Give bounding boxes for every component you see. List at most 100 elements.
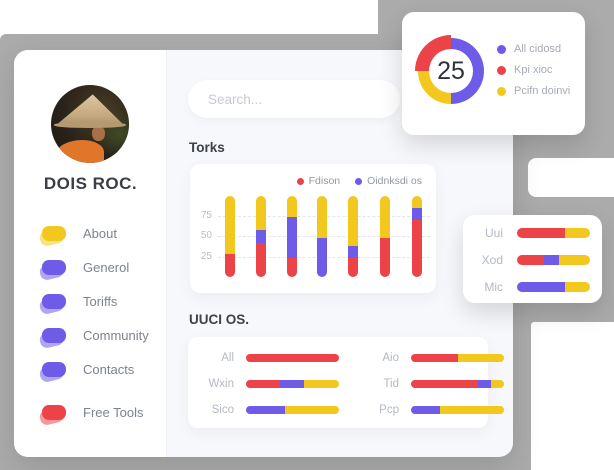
uuci-chart-card: All Wxin Sico Aio Tid Pcp [188,337,504,428]
bar-segment-red [517,227,566,238]
torks-section-title: Torks [189,140,225,155]
legend-dot [497,44,506,54]
bar-segment-yellow [287,196,297,218]
bar-row: Uui [477,223,590,242]
torks-legend: Fdison Oidnksdi os [296,175,422,187]
bar-segment-yellow [565,281,590,292]
bar-segment-red [517,254,544,265]
bar-segment-purple [287,217,297,258]
sidebar-item-label: Contacts [83,361,135,377]
legend-dot [355,177,363,185]
stacked-hbar [246,354,339,362]
bar-segment-purple [348,246,358,258]
bar-row: Pcp [363,404,504,416]
legend-dot [296,177,304,185]
bar-segment-red [411,354,458,362]
legend-label: Oidnksdi os [367,175,422,187]
bar-row: Sico [198,404,339,416]
bar-segment-yellow [558,254,590,265]
bar-segment-purple [517,281,566,292]
bar-segment-purple [544,254,559,265]
bar-segment-yellow [457,354,504,362]
sidebar-item-contacts[interactable]: Contacts [38,356,149,383]
bar-row: Tid [363,378,504,390]
bar-row-label: Tid [383,378,399,390]
stacked-bar [380,196,390,277]
stacked-hbar [517,227,590,238]
background-white-cutout-middle [528,158,614,197]
bar-segment-red [225,253,235,277]
uuci-bar-grid: All Wxin Sico Aio Tid Pcp [198,345,504,423]
sidebar-item-about[interactable]: About [38,220,149,247]
sidebar-item-label: Free Tools [83,404,144,420]
profile-name: DOIS ROC. [43,174,138,193]
bar-row: Xod [477,250,590,269]
background-white-cutout-bottom [531,322,614,470]
y-axis-tick: 50 [200,230,212,241]
stacked-hbar [411,354,504,362]
bar-segment-yellow [412,196,422,209]
legend-item: Fdison [296,175,341,187]
stacked-bar [317,196,327,277]
search-input[interactable] [188,80,400,118]
mini-bar-rows: Uui Xod Mic [477,223,590,296]
bar-segment-purple [477,380,491,388]
bar-segment-red [380,238,390,277]
bar-row-label: Pcp [379,404,399,416]
stacked-bar [256,196,266,277]
sidebar-item-generol[interactable]: Generol [38,254,149,281]
bar-segment-purple [256,230,266,243]
bar-segment-yellow [490,380,504,388]
donut-legend-item: All cidosd [497,43,570,55]
avatar-face [91,125,105,142]
bar-segment-red [412,219,422,277]
stacked-hbar [246,380,339,388]
bar-segment-yellow [225,196,235,254]
bar-segment-red [287,257,297,277]
sidebar-item-community[interactable]: Community [38,322,149,349]
avatar [51,85,129,163]
sidebar-item-toriffs[interactable]: Toriffs [38,288,149,315]
sidebar-item-label: Toriffs [83,293,118,309]
bar-segment-purple [317,238,327,277]
sidebar-item-label: Generol [83,259,130,275]
torks-chart-card: Fdison Oidnksdi os 75 50 25 [190,164,436,293]
stacked-hbar [411,406,504,414]
bar-segment-yellow [285,406,339,414]
legend-dot [497,65,506,75]
bar-row-label: All [221,352,234,364]
legend-label: Pcifn doinvi [514,85,571,97]
bar-segment-red [246,380,281,388]
sidebar-item-free-tools[interactable]: Free Tools [38,399,144,426]
legend-label: Fdison [308,175,341,187]
bar-segment-purple [411,406,440,414]
bar-segment-red [411,380,478,388]
toriffs-icon [38,293,66,315]
stacked-hbar [517,254,590,265]
contacts-icon [38,361,66,383]
avatar-shirt [55,139,105,163]
stacked-hbar [517,281,590,292]
generol-icon [38,259,66,281]
bar-segment-purple [246,406,286,414]
bar-row-label: Wxin [208,378,234,390]
bar-row-label: Xod [481,252,503,267]
legend-dot [497,86,506,96]
bar-segment-red [348,257,358,277]
mini-bars-card: Uui Xod Mic [463,215,602,303]
stacked-hbar [411,380,504,388]
uuci-section-title: UUCI OS. [189,312,250,327]
bar-row: Wxin [198,378,339,390]
stacked-hbar [246,406,339,414]
bar-segment-yellow [565,227,590,238]
bar-segment-yellow [317,196,327,239]
bar-segment-yellow [380,196,390,239]
bar-segment-yellow [256,196,266,231]
legend-item: Oidnksdi os [355,175,422,187]
bar-row-label: Sico [211,404,234,416]
community-icon [38,327,66,349]
y-axis-tick: 25 [200,250,212,262]
about-icon [38,225,66,247]
bar-row: Aio [363,352,504,364]
